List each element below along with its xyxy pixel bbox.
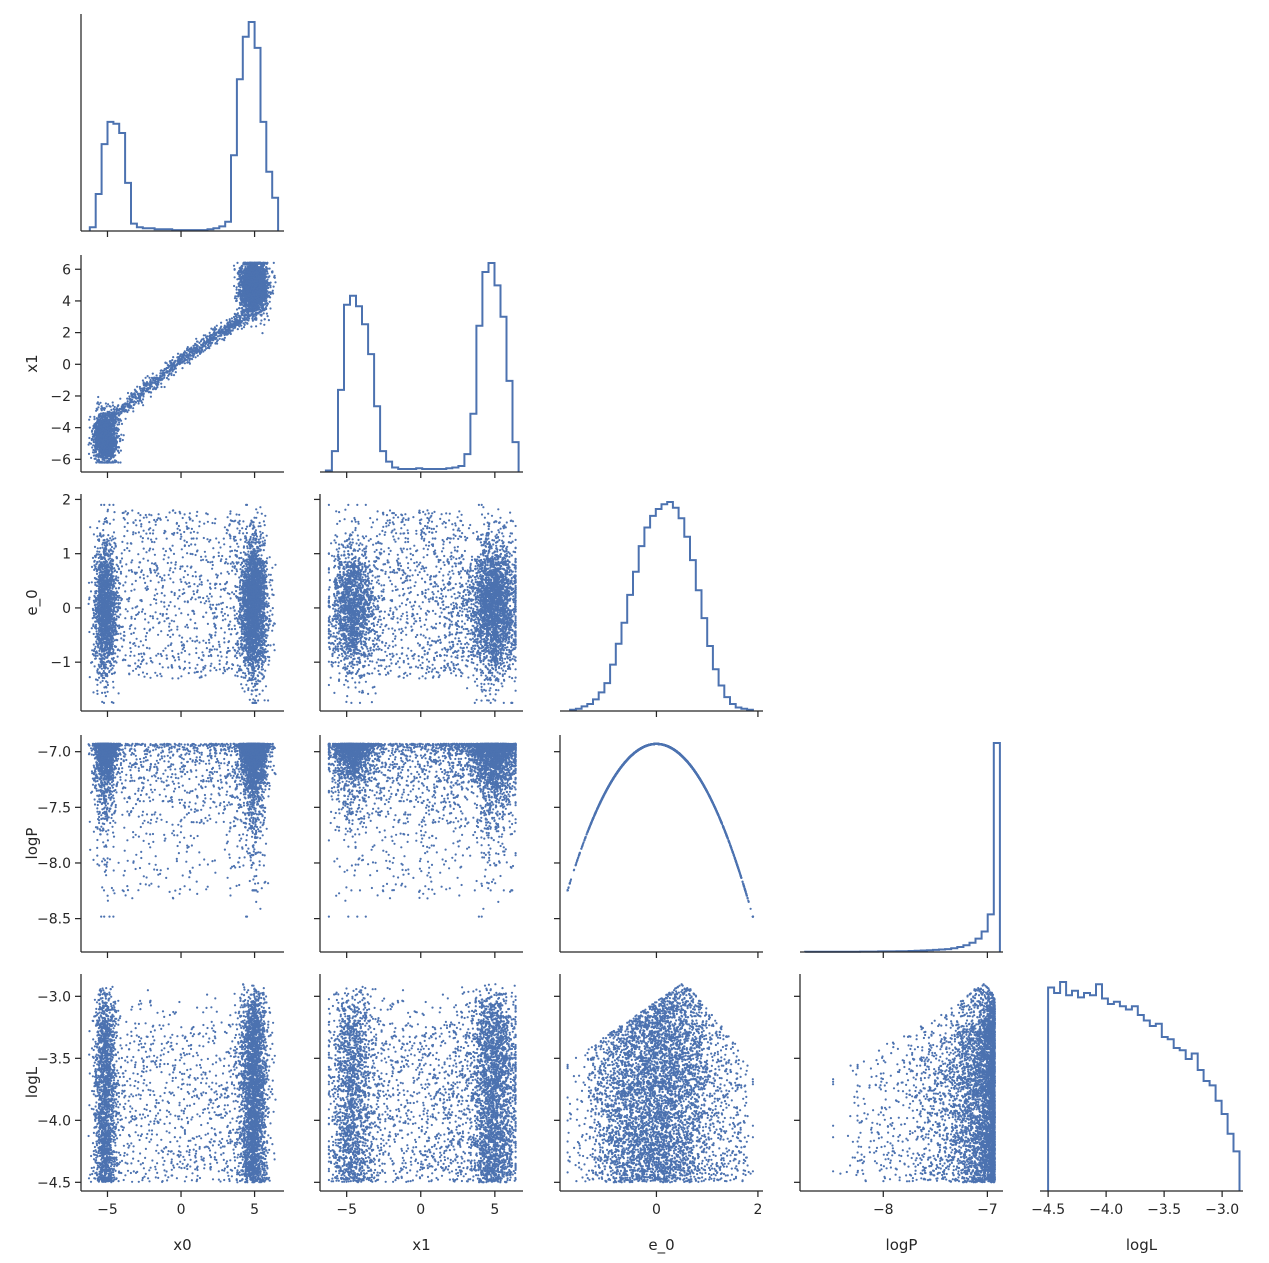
scatter-point (224, 337, 226, 339)
scatter-point (177, 353, 179, 355)
scatter-point (175, 371, 177, 373)
scatter-point (93, 416, 95, 418)
scatter-point (273, 262, 275, 264)
scatter-point (127, 392, 129, 394)
scatter-point (197, 341, 199, 343)
scatter-point (160, 386, 162, 388)
scatter-point (184, 362, 186, 364)
scatter-point (172, 356, 174, 358)
scatter-point (142, 395, 144, 397)
scatter-point (88, 419, 90, 421)
scatter-point (120, 450, 122, 452)
scatter-point (236, 292, 238, 294)
scatter-point (171, 359, 173, 361)
scatter-point (89, 427, 91, 429)
scatter-point (273, 286, 275, 288)
scatter-point (268, 276, 270, 278)
scatter-point (88, 437, 90, 439)
scatter-point (269, 268, 271, 270)
scatter-point (237, 328, 239, 330)
scatter-point (114, 406, 116, 408)
scatter-point (117, 461, 119, 463)
scatter-point (112, 404, 114, 406)
scatter-point (168, 378, 170, 380)
scatter-point (112, 401, 114, 403)
